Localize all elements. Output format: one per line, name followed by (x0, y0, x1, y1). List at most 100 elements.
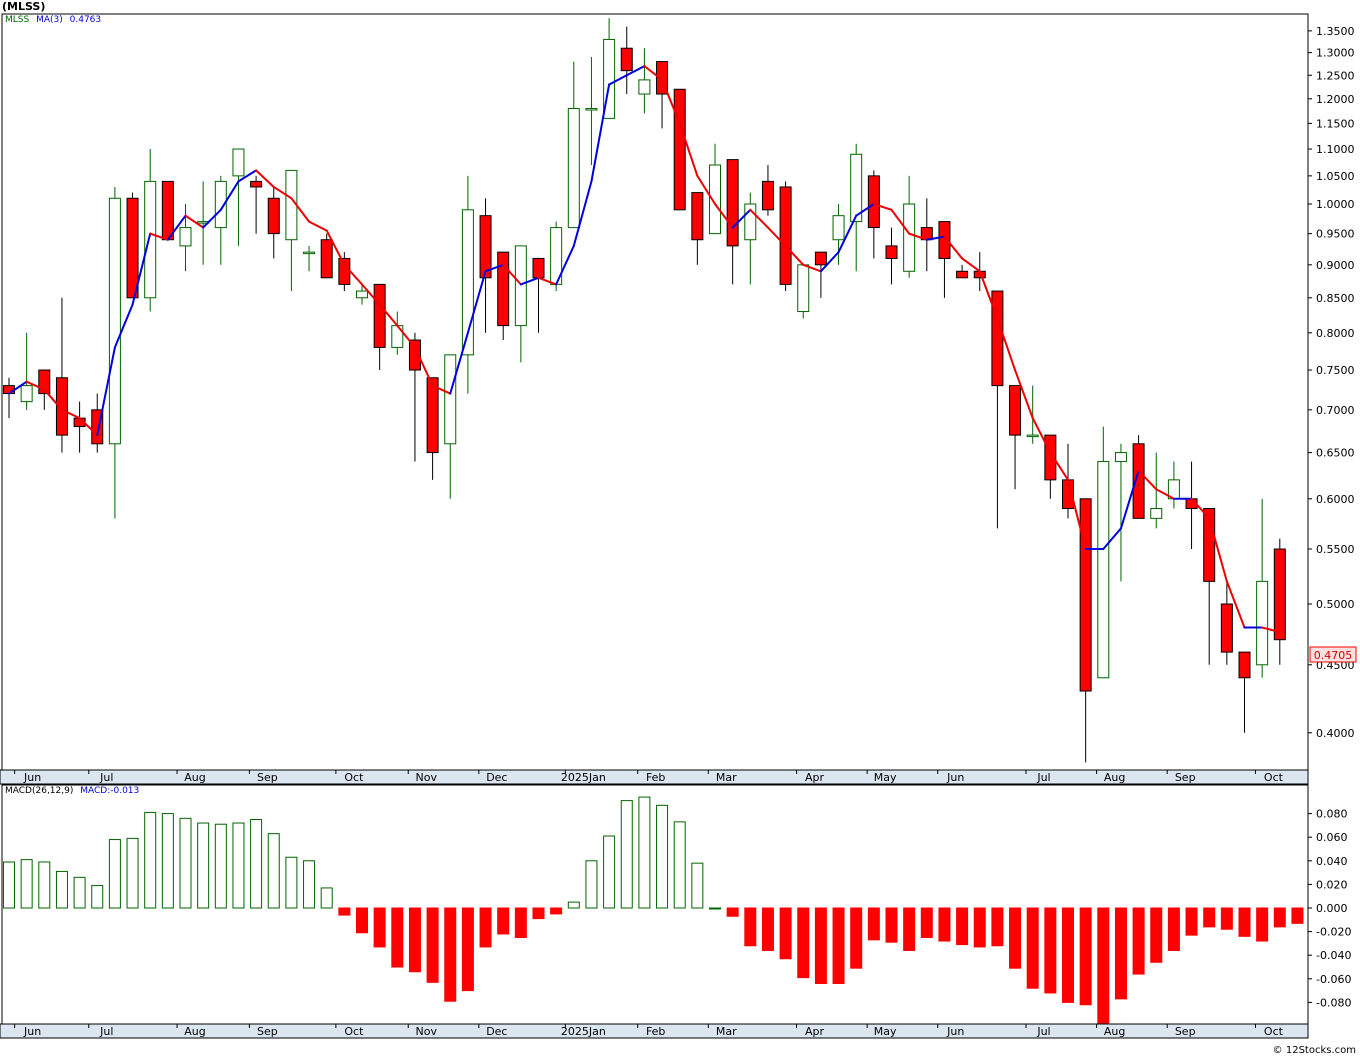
macd-bar (744, 907, 757, 947)
macd-tick-label: 0.000 (1316, 902, 1348, 915)
ma-segment (731, 208, 752, 229)
date-tick-label: Dec (486, 771, 507, 784)
price-tick-label: 0.6500 (1316, 447, 1355, 460)
macd-bar (1062, 907, 1074, 1003)
ma-segment (678, 122, 699, 177)
date-tick-label: Oct (1264, 771, 1284, 784)
macd-bar (761, 907, 774, 951)
ma-segment (696, 174, 716, 206)
candle (55, 297, 68, 453)
price-tick-label: 1.0500 (1316, 170, 1355, 183)
ma-segment (1031, 417, 1052, 454)
candle (956, 264, 969, 279)
candle-body (779, 186, 792, 285)
date-tick-label: Oct (1264, 1025, 1284, 1038)
candle-body (797, 264, 810, 313)
candle-body (55, 377, 68, 436)
ma-segment (819, 251, 840, 273)
candle (1132, 435, 1145, 519)
candle-body (356, 290, 368, 299)
macd-bar (108, 839, 121, 909)
candle (620, 26, 633, 95)
macd-tick-label: 0.020 (1316, 878, 1348, 891)
date-tick-label: Jun (946, 1025, 964, 1038)
candle-body (603, 38, 616, 119)
macd-bar (144, 811, 157, 909)
ma-segment (361, 283, 381, 306)
ma-segment (449, 331, 469, 395)
ma-segment (1119, 469, 1140, 530)
ma-segment (608, 74, 628, 86)
price-tick-label: 0.5000 (1316, 598, 1355, 611)
date-tick-label: Mar (716, 1025, 737, 1038)
candle (744, 192, 757, 285)
macd-bar (73, 876, 86, 909)
candle-body (303, 251, 316, 255)
date-tick-label: 2025Jan (561, 771, 606, 784)
candle-body (567, 108, 580, 229)
date-tick-label: Jun (23, 1025, 41, 1038)
ma-segment (943, 235, 964, 260)
ma-segment (184, 214, 205, 229)
candle (1009, 385, 1022, 490)
ma-segment (890, 208, 911, 235)
candle (567, 61, 580, 229)
ma-segment (996, 317, 1017, 372)
candle-body (126, 197, 139, 299)
ma-segment (1225, 580, 1246, 629)
ma-segment (714, 203, 734, 229)
macd-bar (550, 907, 563, 915)
candle-body (885, 245, 898, 259)
date-tick-label: Jul (99, 771, 113, 784)
macd-bar (1203, 907, 1216, 928)
date-tick-label: Aug (1104, 1025, 1125, 1038)
macd-bar (1273, 907, 1286, 928)
macd-bar (850, 907, 863, 969)
date-tick-label: Jun (946, 771, 964, 784)
candle-body (285, 169, 298, 241)
price-tick-label: 1.0000 (1316, 198, 1355, 211)
macd-bar (726, 907, 739, 917)
price-tick-label: 0.7000 (1316, 404, 1355, 417)
macd-bar (1079, 907, 1092, 1006)
candle-body (867, 175, 880, 229)
ma-segment (519, 276, 540, 286)
ma-segment (925, 235, 946, 241)
price-tick-label: 0.6000 (1316, 493, 1355, 506)
ma-segment (661, 78, 681, 125)
price-tick-label: 0.5500 (1316, 543, 1355, 556)
candle-body (91, 409, 104, 445)
macd-bar (797, 907, 810, 979)
candle (885, 227, 898, 285)
macd-bar (709, 907, 721, 910)
ma-segment (78, 417, 99, 437)
ma-segment (96, 346, 116, 437)
candlestick-series (3, 18, 1286, 763)
candle-body (1256, 580, 1269, 666)
candle-body (250, 180, 263, 188)
ma-segment (396, 324, 416, 349)
macd-bar (514, 907, 527, 938)
macd-bar (585, 860, 598, 909)
candle-body (991, 290, 1004, 387)
macd-bar (638, 796, 651, 909)
date-tick-label: Aug (1104, 771, 1125, 784)
date-tick-label: Oct (344, 771, 364, 784)
date-tick-label: Mar (716, 771, 737, 784)
macd-bar (956, 907, 969, 946)
price-legend-symbol: MLSS (5, 15, 30, 25)
candle (603, 18, 616, 119)
candle (550, 221, 563, 292)
candle (232, 148, 245, 246)
candle-body (1026, 434, 1039, 438)
price-tick-label: 1.2500 (1316, 69, 1355, 82)
candle-body (1273, 548, 1286, 641)
ma-segment (237, 169, 258, 183)
price-tick-label: 0.9000 (1316, 259, 1355, 272)
candle (1114, 443, 1127, 582)
macd-bar (938, 907, 951, 942)
candle-body (761, 180, 774, 211)
macd-bar (91, 885, 104, 909)
candle-body (1079, 498, 1092, 692)
macd-bar (1167, 907, 1180, 951)
